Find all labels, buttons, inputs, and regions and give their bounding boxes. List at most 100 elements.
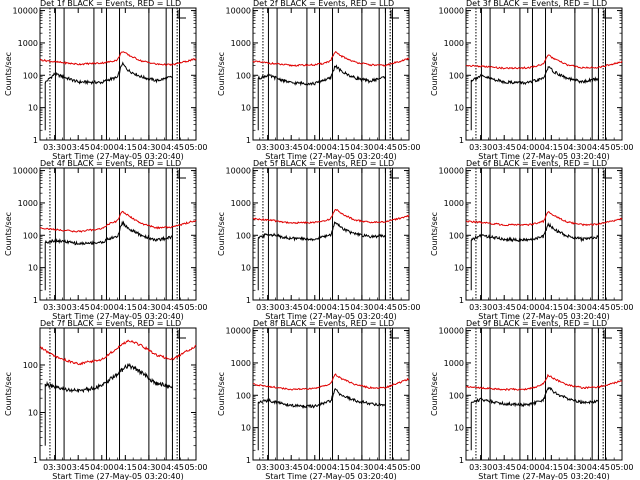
- plot-frame: [252, 327, 410, 461]
- y-axis-label: Counts/sec: [217, 372, 226, 416]
- y-tick-label: 1000: [231, 199, 251, 208]
- events-series-line: [44, 61, 173, 86]
- x-tick-label: 04:45: [161, 303, 184, 312]
- y-tick-label: 100: [449, 231, 464, 240]
- events-series-line: [257, 221, 386, 242]
- y-tick-label: 1000: [444, 199, 464, 208]
- y-tick-label: 10: [241, 104, 251, 113]
- x-tick-label: 03:30: [469, 463, 492, 472]
- x-tick-label: 04:00: [303, 463, 326, 472]
- y-tick-label: 100: [23, 71, 38, 80]
- y-axis-label: Counts/sec: [430, 372, 439, 416]
- x-tick-label: 04:15: [114, 463, 137, 472]
- x-tick-label: 03:45: [493, 143, 516, 152]
- x-tick-label: 04:00: [303, 143, 326, 152]
- y-tick-label: 1: [459, 296, 464, 305]
- x-axis-label: Start Time (27-May-05 03:20:40): [478, 312, 609, 321]
- corner-marker: [603, 170, 612, 179]
- plot-frame: [39, 327, 197, 461]
- panel-det-9: Det 9f BLACK = Events, RED = LLD 1 10 100 10…: [430, 319, 634, 480]
- y-tick-label: 10000: [226, 7, 251, 16]
- x-tick-label: 05:00: [610, 303, 633, 312]
- x-tick-label: 04:15: [540, 143, 563, 152]
- panel-title: Det 8f BLACK = Events, RED = LLD: [253, 319, 394, 328]
- x-tick-label: 05:00: [184, 143, 207, 152]
- y-tick-label: 1: [246, 136, 251, 145]
- x-axis-label: Start Time (27-May-05 03:20:40): [478, 472, 609, 480]
- events-series-line: [44, 220, 173, 246]
- x-tick-label: 04:00: [303, 303, 326, 312]
- x-tick-label: 05:00: [397, 143, 420, 152]
- y-axis-label: Counts/sec: [4, 212, 13, 256]
- x-tick-label: 03:30: [43, 143, 66, 152]
- x-tick-label: 04:30: [563, 143, 586, 152]
- lld-series-line: [39, 51, 197, 67]
- x-tick-label: 04:45: [161, 143, 184, 152]
- x-tick-label: 05:00: [184, 463, 207, 472]
- lld-series-line: [465, 373, 623, 392]
- y-tick-label: 1000: [231, 39, 251, 48]
- y-tick-label: 10: [28, 264, 38, 273]
- panel-det-1: Det 1f BLACK = Events, RED = LLD 1 10 100 10…: [4, 0, 208, 161]
- x-tick-label: 04:30: [137, 463, 160, 472]
- y-tick-label: 10000: [439, 327, 464, 336]
- y-tick-label: 100: [236, 71, 251, 80]
- y-tick-label: 10: [454, 264, 464, 273]
- y-tick-label: 100: [23, 231, 38, 240]
- lld-series-line: [252, 373, 410, 391]
- x-tick-label: 03:45: [280, 463, 303, 472]
- y-axis-label: Counts/sec: [430, 212, 439, 256]
- x-tick-label: 03:30: [256, 463, 279, 472]
- y-tick-label: 1000: [18, 39, 38, 48]
- panel-title: Det 3f BLACK = Events, RED = LLD: [466, 0, 607, 8]
- x-axis-label: Start Time (27-May-05 03:20:40): [52, 472, 183, 480]
- lld-series-line: [465, 54, 623, 70]
- y-tick-label: 10: [28, 104, 38, 113]
- y-tick-label: 10000: [13, 7, 38, 16]
- x-tick-label: 04:00: [90, 143, 113, 152]
- x-tick-label: 04:30: [137, 143, 160, 152]
- corner-marker: [177, 10, 186, 19]
- events-series-line: [44, 362, 173, 394]
- x-tick-label: 04:30: [137, 303, 160, 312]
- corner-marker: [177, 170, 186, 179]
- plot-frame: [39, 7, 197, 141]
- x-tick-label: 04:00: [516, 303, 539, 312]
- x-axis-label: Start Time (27-May-05 03:20:40): [52, 152, 183, 161]
- x-tick-label: 03:45: [67, 463, 90, 472]
- x-tick-label: 03:45: [493, 303, 516, 312]
- y-tick-label: 1000: [231, 359, 251, 368]
- x-tick-label: 04:45: [587, 463, 610, 472]
- plot-frame: [39, 167, 197, 301]
- y-tick-label: 10: [454, 104, 464, 113]
- x-tick-label: 04:00: [516, 143, 539, 152]
- corner-marker: [390, 170, 399, 179]
- x-tick-label: 04:00: [90, 463, 113, 472]
- corner-marker: [603, 10, 612, 19]
- y-axis-label: Counts/sec: [217, 212, 226, 256]
- y-tick-label: 10: [241, 424, 251, 433]
- x-tick-label: 03:30: [256, 303, 279, 312]
- plot-frame: [252, 7, 410, 141]
- events-series-line: [257, 64, 386, 87]
- y-tick-label: 10: [28, 408, 38, 417]
- panel-det-5: Det 5f BLACK = Events, RED = LLD 1 10 100 10…: [217, 159, 421, 321]
- x-tick-label: 05:00: [184, 303, 207, 312]
- y-axis-label: Counts/sec: [4, 52, 13, 96]
- y-tick-label: 1000: [444, 39, 464, 48]
- y-tick-label: 10000: [226, 167, 251, 176]
- corner-marker: [177, 330, 186, 339]
- x-tick-label: 03:30: [256, 143, 279, 152]
- lld-series-line: [465, 210, 623, 227]
- x-tick-label: 03:45: [67, 303, 90, 312]
- x-tick-label: 04:45: [587, 303, 610, 312]
- x-tick-label: 04:30: [350, 463, 373, 472]
- x-tick-label: 03:45: [280, 303, 303, 312]
- x-axis-label: Start Time (27-May-05 03:20:40): [52, 312, 183, 321]
- x-tick-label: 05:00: [397, 303, 420, 312]
- x-tick-label: 04:00: [516, 463, 539, 472]
- panel-title: Det 5f BLACK = Events, RED = LLD: [253, 159, 394, 168]
- y-tick-label: 100: [23, 361, 38, 370]
- x-tick-label: 04:30: [350, 143, 373, 152]
- x-axis-label: Start Time (27-May-05 03:20:40): [265, 152, 396, 161]
